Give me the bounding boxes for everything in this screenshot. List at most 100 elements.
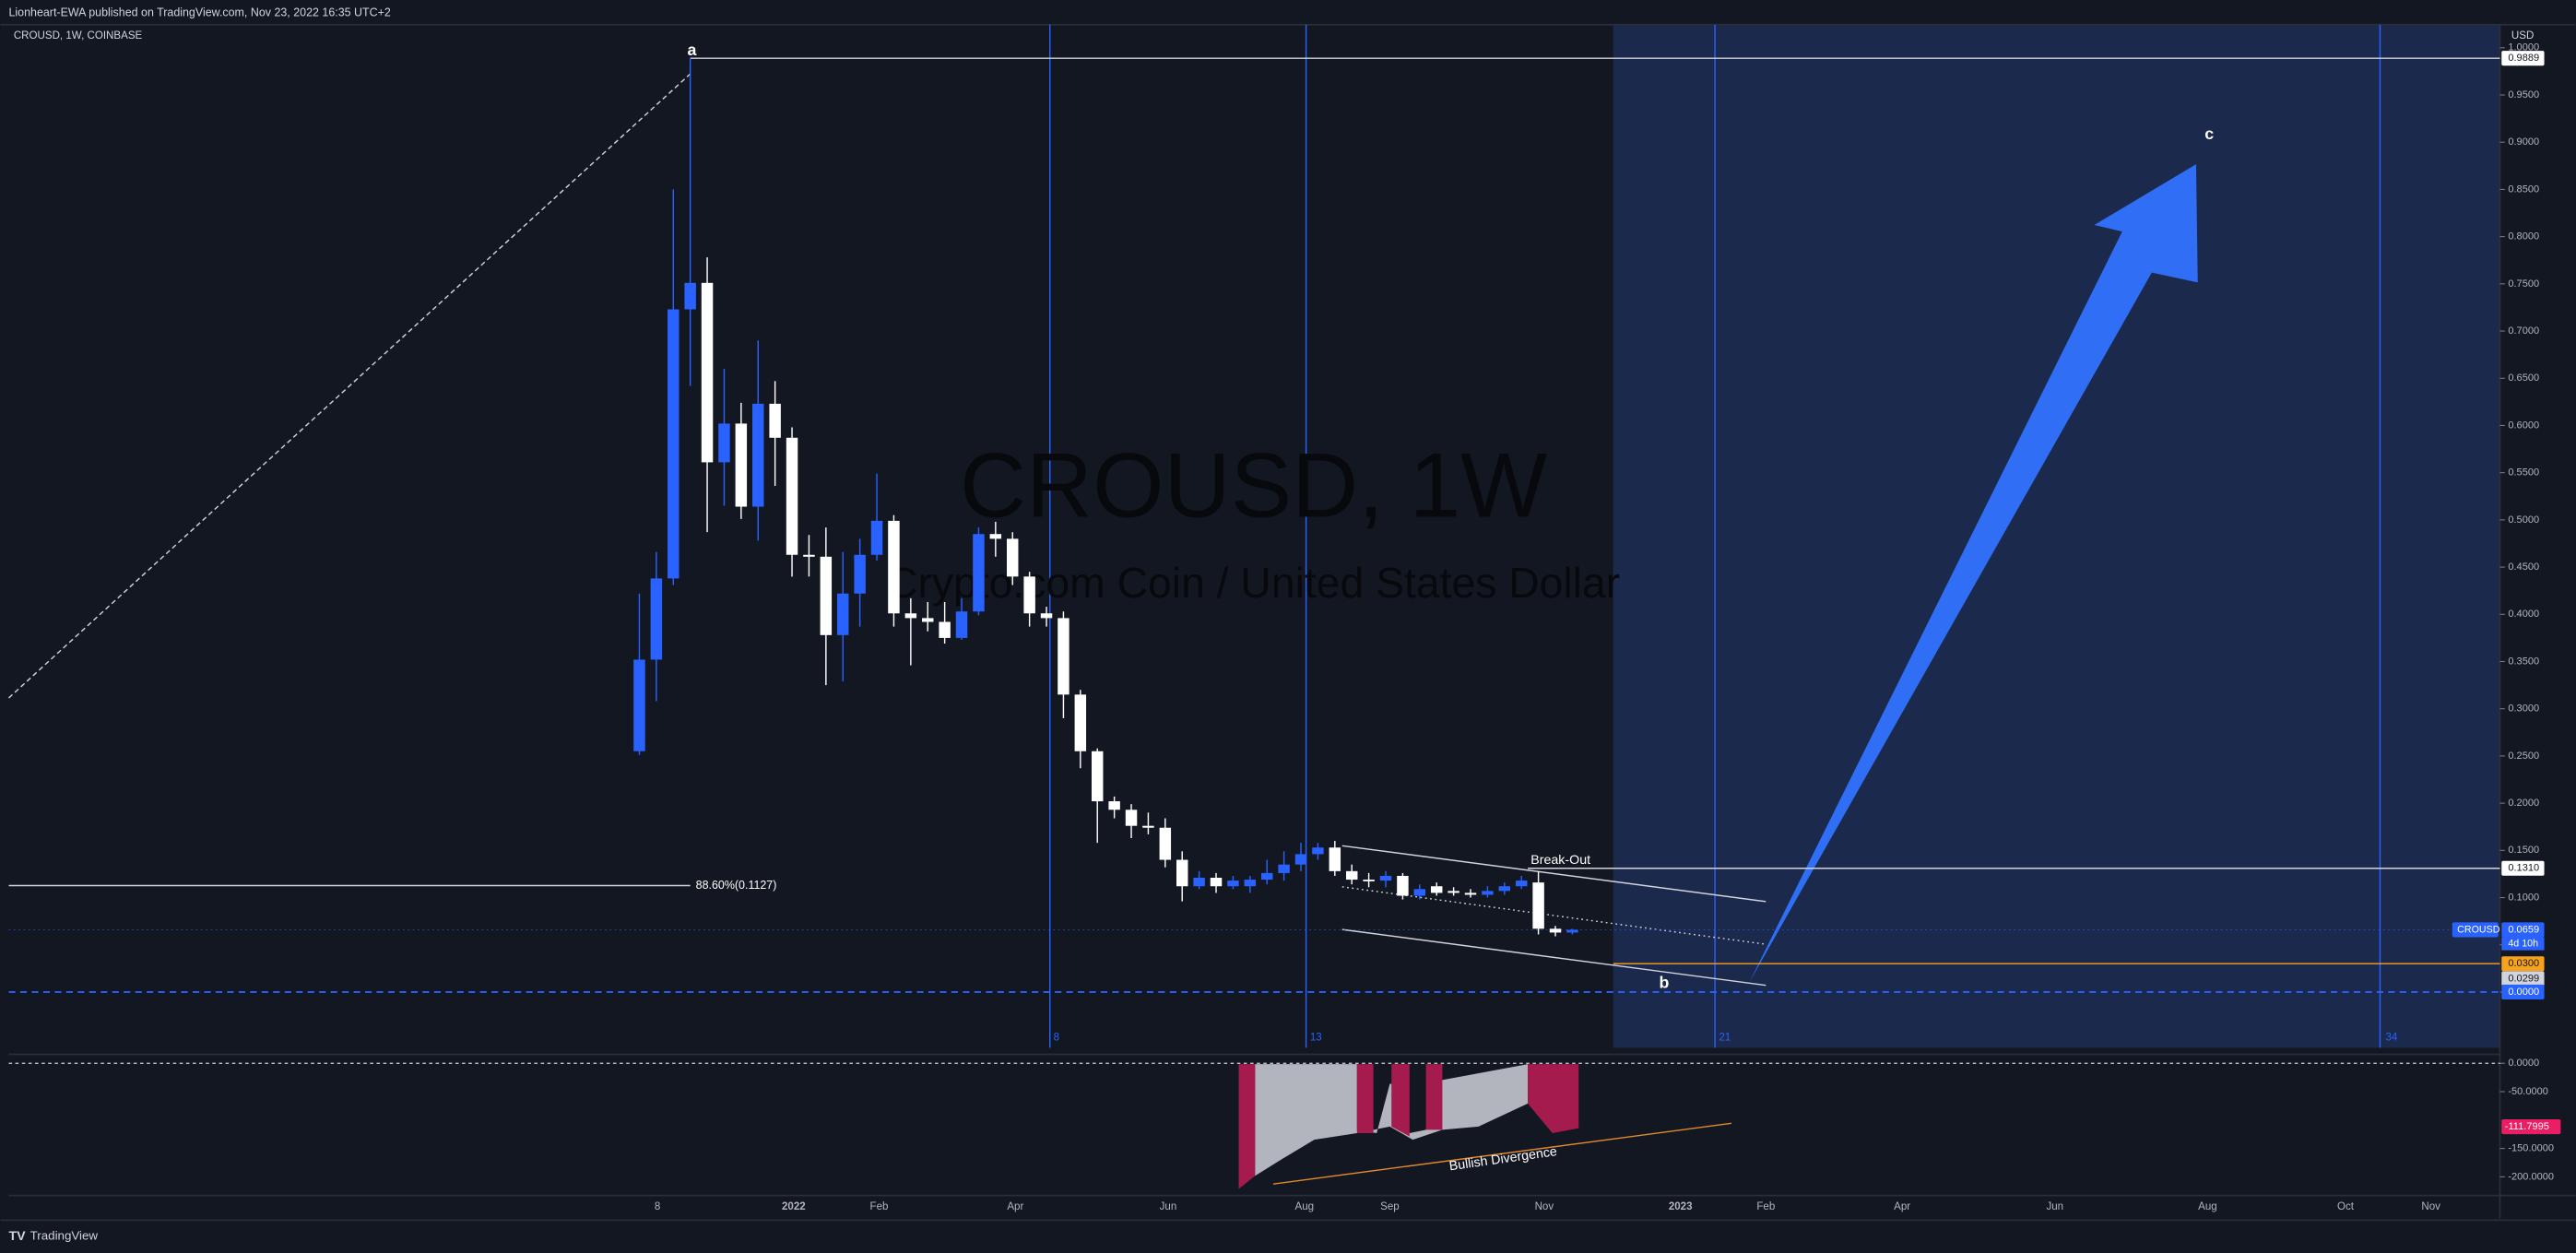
- y-tick-label: 0.9500: [2508, 89, 2539, 100]
- x-tick-label: Apr: [1894, 1201, 1910, 1212]
- channel-upper: [1341, 845, 1767, 903]
- currency-label: USD: [2511, 30, 2534, 41]
- candle-body: [701, 282, 714, 463]
- fib-level-label: 88.60%(0.1127): [696, 879, 777, 892]
- candle-body: [1448, 891, 1459, 893]
- indicator-area: [1391, 1064, 1410, 1137]
- x-tick-label: Feb: [1756, 1201, 1775, 1212]
- candle-body: [1142, 825, 1154, 828]
- y-tick-label: 0.8500: [2508, 183, 2539, 195]
- candle-body: [1345, 870, 1358, 881]
- price-tag: [2501, 971, 2545, 987]
- symbol-tag-label: CROUSD: [2457, 924, 2500, 935]
- fib-time-label: 34: [2385, 1033, 2397, 1044]
- x-tick-label: Aug: [1295, 1201, 1315, 1212]
- candle-body: [820, 556, 833, 635]
- price-tag: [2501, 922, 2545, 938]
- symbol-tag: [2452, 922, 2499, 938]
- candle-body: [955, 611, 968, 638]
- candle-body: [904, 613, 917, 619]
- candle-body: [735, 423, 748, 507]
- y-tick-label: 0.3000: [2508, 703, 2539, 715]
- y-tick-label: 0.6500: [2508, 372, 2539, 384]
- symbol-label: CROUSD, 1W, COINBASE: [14, 30, 143, 41]
- candle-body: [752, 403, 764, 507]
- candle-body: [1329, 847, 1341, 871]
- candle-body: [922, 618, 934, 622]
- price-tag: [2501, 956, 2545, 972]
- candle-body: [1091, 751, 1104, 802]
- candle-body: [1074, 694, 1087, 751]
- candle-body: [1413, 889, 1426, 896]
- projection-zone: [1613, 24, 2500, 1048]
- indicator-area: [1528, 1064, 1579, 1133]
- candle-body: [1515, 881, 1528, 887]
- price-tag-label: 0.0659: [2508, 924, 2539, 935]
- y-tick-label: 0.4500: [2508, 561, 2539, 573]
- y-tick-label: 0.7500: [2508, 278, 2539, 290]
- wave-line: [8, 73, 691, 699]
- footer-brand: TradingView: [30, 1229, 99, 1243]
- candle-body: [1549, 928, 1562, 933]
- price-tag: [2501, 860, 2545, 876]
- candle-body: [1125, 810, 1138, 826]
- channel-mid: [1341, 886, 1767, 945]
- x-tick-label: Aug: [2198, 1201, 2217, 1212]
- watermark: CROUSD, 1W: [960, 435, 1547, 538]
- wave-label: c: [2204, 124, 2214, 143]
- indicator-area: [1356, 1064, 1374, 1133]
- x-tick-label: Feb: [870, 1201, 889, 1212]
- price-tag-label: 0.9889: [2508, 53, 2539, 64]
- candle-body: [1193, 878, 1205, 887]
- candle-body: [1227, 881, 1239, 887]
- watermark-subtitle: Crypto.com Coin / United States Dollar: [887, 559, 1620, 607]
- y-tick-label: 0.5000: [2508, 514, 2539, 526]
- y-tick-label: 0.8000: [2508, 231, 2539, 242]
- candle-body: [1176, 859, 1188, 887]
- x-tick-label: Sep: [1380, 1201, 1400, 1212]
- y-tick-label: 0.1500: [2508, 845, 2539, 856]
- candle-body: [803, 554, 815, 557]
- candle-body: [837, 593, 849, 635]
- x-tick-label: Oct: [2337, 1201, 2355, 1212]
- indicator-area: [1238, 1064, 1256, 1189]
- candle-body: [1006, 538, 1019, 577]
- candle-body: [1498, 886, 1511, 892]
- candle-body: [870, 520, 883, 555]
- candle-body: [939, 621, 951, 638]
- x-tick-label: 2022: [782, 1201, 806, 1212]
- y-tick-label: 0.9000: [2508, 136, 2539, 148]
- fib-time-label: 13: [1310, 1033, 1322, 1044]
- indicator-value-tag: [2501, 1119, 2561, 1135]
- indicator-tick-label: 0.0000: [2508, 1058, 2539, 1069]
- price-tag: [2501, 984, 2545, 999]
- candle-body: [1260, 872, 1273, 881]
- y-tick-label: 0.6000: [2508, 420, 2539, 431]
- countdown-tag: [2501, 937, 2545, 951]
- candle-body: [1294, 854, 1307, 865]
- price-tag-label: 0.0300: [2508, 958, 2539, 969]
- x-tick-label: 2023: [1669, 1201, 1693, 1212]
- candle-body: [684, 282, 696, 310]
- candle-body: [1379, 875, 1392, 881]
- indicator-tick-label: -200.0000: [2508, 1171, 2554, 1182]
- x-tick-label: Apr: [1007, 1201, 1023, 1212]
- fib-time-lines: [1049, 24, 2381, 1048]
- candle-body: [633, 659, 645, 751]
- candle-body: [718, 423, 730, 463]
- candle-body: [1159, 827, 1172, 860]
- candle-body: [1040, 613, 1053, 619]
- countdown-label: 4d 10h: [2508, 938, 2538, 949]
- candle-body: [1363, 880, 1375, 881]
- y-tick-label: 0.1000: [2508, 892, 2539, 903]
- candle-body: [1278, 864, 1290, 873]
- candle-body: [786, 437, 798, 555]
- candle-body: [1058, 618, 1069, 695]
- candle-body: [1312, 847, 1324, 855]
- indicator-area: [1255, 1064, 1529, 1176]
- candle-body: [973, 534, 985, 612]
- indicator-area: [1425, 1064, 1443, 1130]
- price-tag-label: 0.0299: [2508, 973, 2539, 984]
